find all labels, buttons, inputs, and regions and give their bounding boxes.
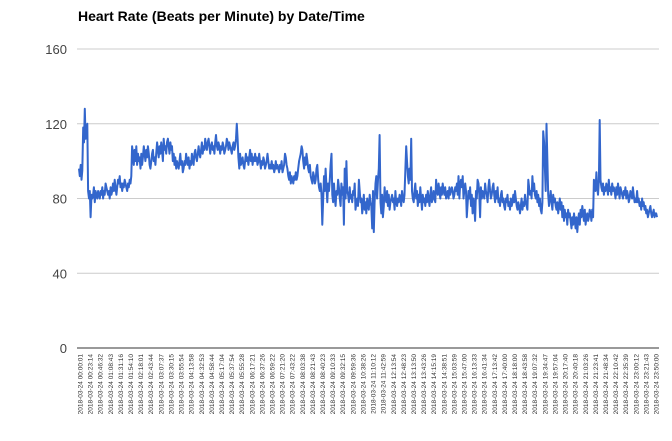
x-tick-label: 2018-03-24 19:57:04 bbox=[552, 354, 559, 415]
x-tick-label: 2018-03-24 15:47:00 bbox=[462, 354, 469, 415]
x-tick-label: 2018-03-24 11:42:59 bbox=[381, 354, 388, 414]
x-tick-label: 2018-03-24 01:54:10 bbox=[128, 354, 135, 415]
x-tick-label: 2018-03-24 09:59:36 bbox=[350, 354, 357, 415]
x-tick-label: 2018-03-24 22:10:42 bbox=[613, 354, 620, 415]
x-tick-label: 2018-03-24 23:00:12 bbox=[633, 354, 640, 415]
x-tick-label: 2018-03-24 18:43:58 bbox=[522, 354, 529, 415]
y-tick-label: 160 bbox=[45, 42, 67, 57]
x-tick-label: 2018-03-24 06:59:22 bbox=[270, 354, 277, 415]
x-tick-label: 2018-03-24 09:10:33 bbox=[330, 354, 337, 415]
x-tick-label: 2018-03-24 06:17:21 bbox=[249, 354, 256, 415]
y-axis: 0 40 80 120 160 bbox=[45, 42, 67, 356]
x-tick-label: 2018-03-24 00:46:32 bbox=[98, 354, 105, 415]
x-tick-label: 2018-03-24 07:21:20 bbox=[280, 354, 287, 415]
x-tick-label: 2018-03-24 08:40:23 bbox=[320, 354, 327, 415]
x-tick-label: 2018-03-24 12:48:23 bbox=[401, 354, 408, 415]
x-tick-label: 2018-03-24 19:34:47 bbox=[542, 354, 549, 415]
x-tick-label: 2018-03-24 21:03:26 bbox=[583, 354, 590, 415]
x-tick-label: 2018-03-24 16:13:33 bbox=[472, 354, 479, 415]
x-tick-label: 2018-03-24 14:38:51 bbox=[441, 354, 448, 415]
x-tick-label: 2018-03-24 00:23:14 bbox=[88, 354, 95, 415]
series-lines bbox=[78, 107, 658, 234]
x-tick-label: 2018-03-24 23:21:43 bbox=[643, 354, 650, 415]
x-tick-label: 2018-03-24 20:17:40 bbox=[563, 354, 570, 415]
x-tick-label: 2018-03-24 07:43:22 bbox=[290, 354, 297, 415]
x-tick-label: 2018-03-24 02:43:44 bbox=[148, 354, 155, 415]
x-tick-label: 2018-03-24 13:13:50 bbox=[411, 354, 418, 415]
x-tick-label: 2018-03-24 05:17:04 bbox=[219, 354, 226, 415]
heart-rate-series-line bbox=[78, 107, 658, 234]
x-tick-label: 2018-03-24 21:23:41 bbox=[593, 354, 600, 415]
x-tick-label: 2018-03-24 01:31:16 bbox=[118, 354, 125, 415]
x-axis: 2018-03-24 00:00:01 2018-03-24 00:23:14 20… bbox=[78, 354, 661, 415]
x-tick-label: 2018-03-24 17:13:42 bbox=[492, 354, 499, 415]
x-tick-label: 2018-03-24 03:30:15 bbox=[168, 354, 175, 415]
x-tick-label: 2018-03-24 20:40:18 bbox=[573, 354, 580, 415]
x-tick-label: 2018-03-24 08:03:38 bbox=[300, 354, 307, 415]
y-tick-label: 120 bbox=[45, 117, 67, 132]
y-tick-label: 0 bbox=[60, 341, 67, 356]
x-tick-label: 2018-03-24 04:58:44 bbox=[209, 354, 216, 415]
x-tick-label: 2018-03-24 18:18:00 bbox=[512, 354, 519, 415]
x-tick-label: 2018-03-24 00:00:01 bbox=[78, 354, 85, 415]
x-tick-label: 2018-03-24 11:10:12 bbox=[371, 354, 378, 414]
x-tick-label: 2018-03-24 15:03:59 bbox=[451, 354, 458, 415]
x-tick-label: 2018-03-24 03:07:37 bbox=[158, 354, 165, 415]
x-tick-label: 2018-03-24 01:08:43 bbox=[108, 354, 115, 415]
x-tick-label: 2018-03-24 02:18:01 bbox=[138, 354, 145, 415]
x-tick-label: 2018-03-24 19:07:32 bbox=[532, 354, 539, 415]
x-tick-label: 2018-03-24 05:55:28 bbox=[239, 354, 246, 415]
x-tick-label: 2018-03-24 23:50:00 bbox=[654, 354, 661, 415]
x-tick-label: 2018-03-24 04:32:53 bbox=[199, 354, 206, 415]
x-tick-label: 2018-03-24 10:38:26 bbox=[360, 354, 367, 415]
x-tick-label: 2018-03-24 14:15:19 bbox=[431, 354, 438, 415]
x-tick-label: 2018-03-24 13:43:26 bbox=[421, 354, 428, 415]
x-tick-label: 2018-03-24 08:21:43 bbox=[310, 354, 317, 415]
x-tick-label: 2018-03-24 09:32:15 bbox=[340, 354, 347, 415]
x-tick-label: 2018-03-24 03:55:54 bbox=[179, 354, 186, 415]
x-tick-label: 2018-03-24 22:35:39 bbox=[623, 354, 630, 415]
x-tick-label: 2018-03-24 16:41:34 bbox=[482, 354, 489, 415]
y-tick-label: 80 bbox=[53, 192, 67, 207]
x-tick-label: 2018-03-24 12:13:54 bbox=[391, 354, 398, 415]
x-tick-label: 2018-03-24 05:37:54 bbox=[229, 354, 236, 415]
x-tick-label: 2018-03-24 21:48:34 bbox=[603, 354, 610, 415]
x-tick-label: 2018-03-24 06:37:26 bbox=[259, 354, 266, 415]
x-tick-label: 2018-03-24 04:13:58 bbox=[189, 354, 196, 415]
chart-title: Heart Rate (Beats per Minute) by Date/Ti… bbox=[78, 8, 365, 24]
y-tick-label: 40 bbox=[53, 266, 67, 281]
x-tick-label: 2018-03-24 17:40:00 bbox=[502, 354, 509, 415]
